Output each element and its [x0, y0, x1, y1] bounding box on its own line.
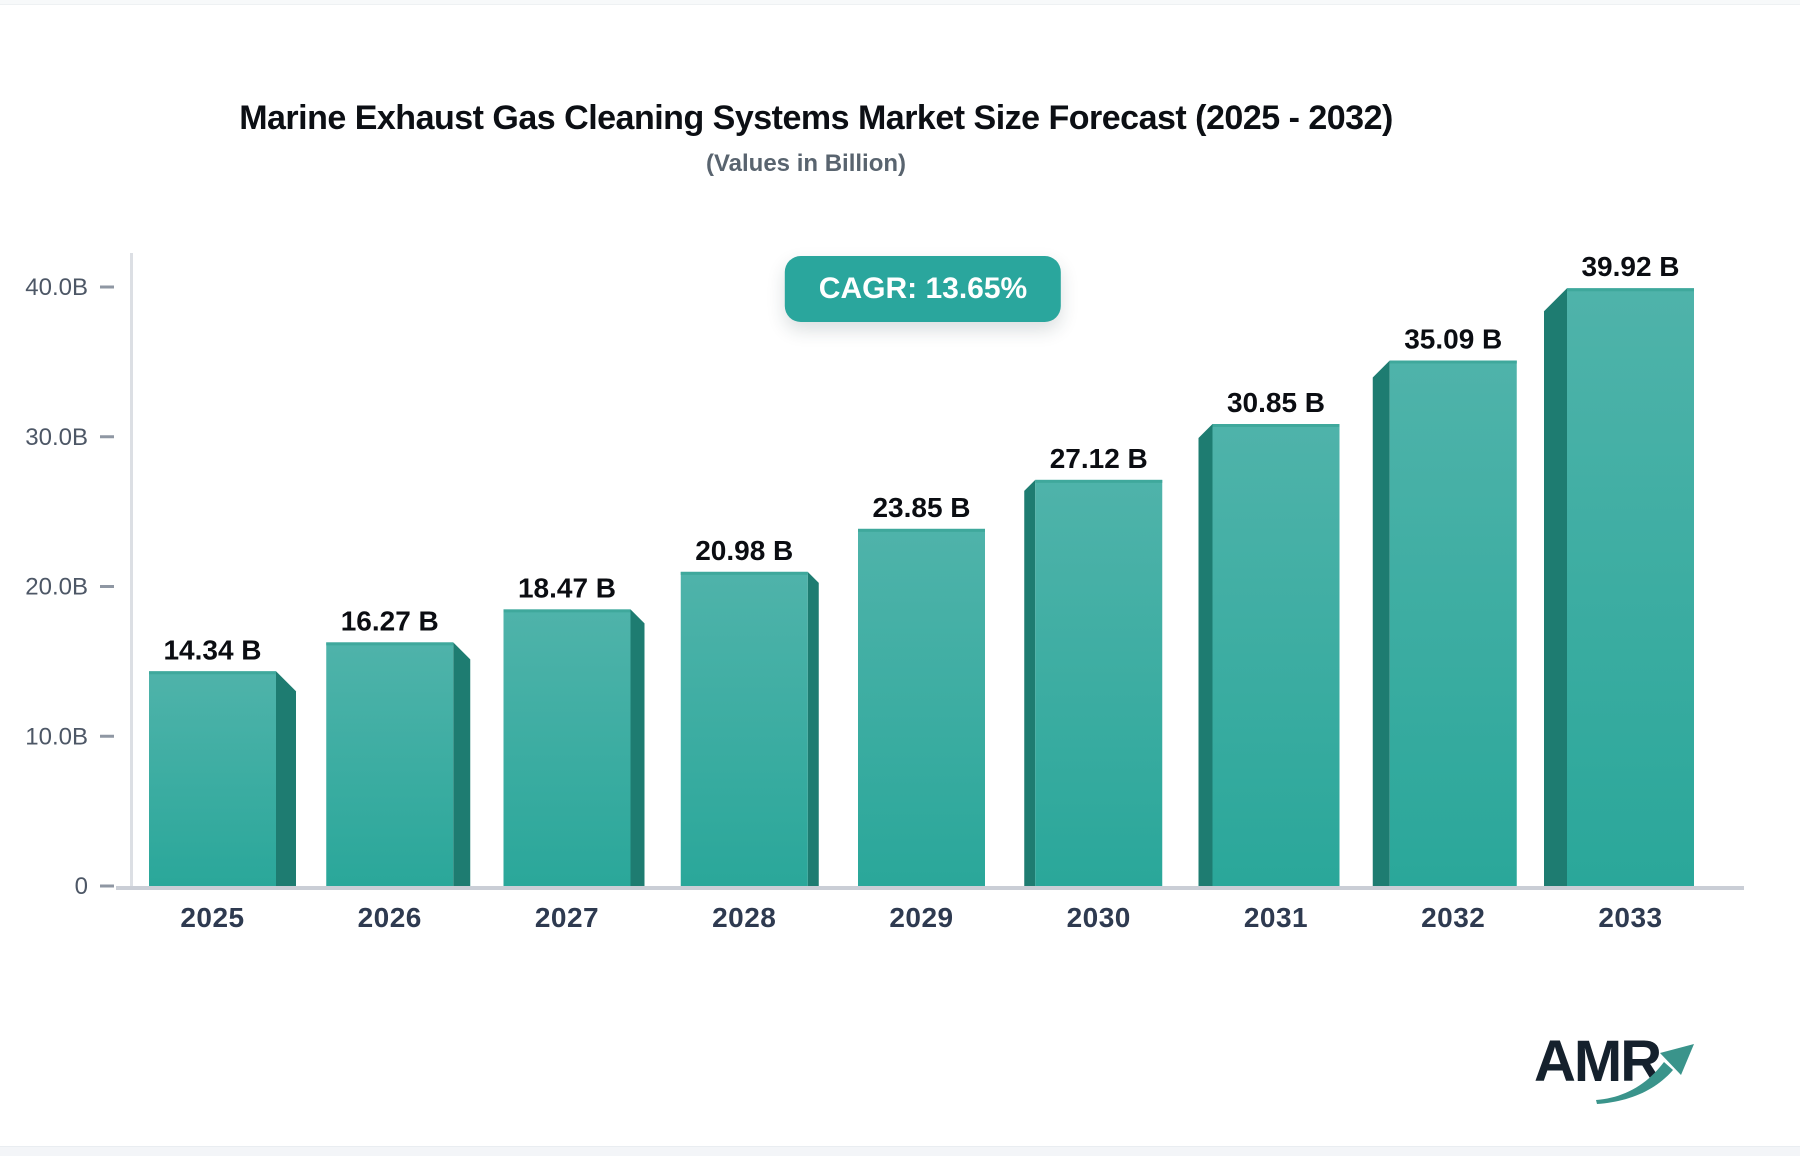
- bar-group-2026: 16.27 B 2026: [326, 605, 471, 933]
- bar-value-label: 23.85 B: [872, 492, 970, 523]
- y-tick-label: 10.0B: [25, 723, 88, 750]
- x-tick-label: 2030: [1067, 902, 1131, 933]
- bar-face: [326, 642, 454, 886]
- bar-value-label: 27.12 B: [1050, 443, 1148, 474]
- bar-face: [1389, 360, 1517, 887]
- bar-side-face: [453, 642, 471, 886]
- amr-logo-text: AMR: [1534, 1029, 1662, 1094]
- bar-group-2025: 14.34 B 2025: [149, 634, 296, 933]
- bar-group-2033: 39.92 B 2033: [1544, 251, 1694, 933]
- bar-face: [149, 671, 276, 886]
- bar-value-label: 18.47 B: [518, 572, 616, 603]
- x-tick-label: 2031: [1244, 902, 1308, 933]
- page-bottom-edge: [0, 1146, 1800, 1156]
- growth-arrow-head: [1660, 1044, 1694, 1075]
- chart-title: Marine Exhaust Gas Cleaning Systems Mark…: [239, 99, 1393, 137]
- chart-subtitle: (Values in Billion): [705, 150, 907, 177]
- y-tick-label: 40.0B: [25, 274, 88, 301]
- bar-face: [1212, 424, 1340, 886]
- bar-face: [858, 528, 985, 886]
- page-top-edge: [0, 0, 1800, 5]
- bar-side-face: [1372, 360, 1390, 887]
- bar-side-face: [276, 671, 296, 886]
- cagr-badge: CAGR: 13.65%: [784, 256, 1062, 322]
- x-tick-label: 2026: [358, 902, 422, 933]
- bar-side-face: [1544, 288, 1567, 886]
- bar-group-2028: 20.98 B 2028: [680, 535, 819, 933]
- bar-side-face: [1024, 479, 1036, 886]
- bar-face: [503, 609, 631, 886]
- growth-arrow-swoosh: [1596, 1062, 1673, 1104]
- bar-value-label: 39.92 B: [1581, 251, 1679, 282]
- bar-value-label: 20.98 B: [695, 535, 793, 566]
- y-tick-label: 0: [75, 873, 88, 900]
- bar-value-label: 35.09 B: [1404, 324, 1502, 355]
- amr-logo: AMR: [1528, 1028, 1712, 1120]
- bar-face: [1035, 479, 1163, 886]
- x-tick-label: 2028: [712, 902, 776, 933]
- bar-group-2030: 27.12 B 2030: [1024, 443, 1163, 933]
- bar-value-label: 14.34 B: [163, 634, 261, 665]
- growth-arrow-icon: [1596, 1044, 1694, 1104]
- x-tick-label: 2032: [1421, 902, 1485, 933]
- bar-side-face: [630, 609, 645, 886]
- bar-group-2031: 30.85 B 2031: [1198, 387, 1340, 933]
- x-tick-label: 2033: [1598, 902, 1662, 933]
- y-tick-label: 30.0B: [25, 424, 88, 451]
- x-tick-label: 2025: [180, 902, 244, 933]
- bar-face: [1567, 288, 1694, 886]
- bar-face: [680, 571, 808, 886]
- y-tick-label: 20.0B: [25, 574, 88, 601]
- x-tick-label: 2027: [535, 902, 599, 933]
- bar-group-2032: 35.09 B 2032: [1372, 324, 1517, 933]
- bar-group-2029: 23.85 B 2029: [858, 492, 985, 933]
- bar-value-label: 30.85 B: [1227, 387, 1325, 418]
- x-tick-label: 2029: [889, 902, 953, 933]
- bar-side-face: [807, 571, 819, 886]
- bar-group-2027: 18.47 B 2027: [503, 572, 645, 933]
- bar-value-label: 16.27 B: [341, 605, 439, 636]
- bar-side-face: [1198, 424, 1213, 886]
